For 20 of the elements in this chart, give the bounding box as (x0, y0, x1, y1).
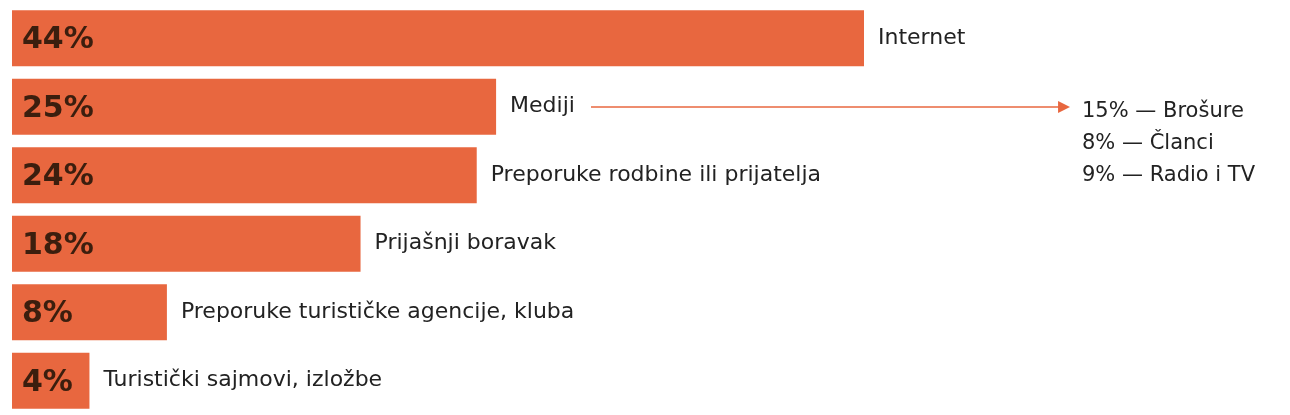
bar (12, 78, 497, 135)
data-label: 24% (22, 157, 94, 193)
data-label: 18% (22, 225, 94, 261)
y-tick-label: Turistički sajmovi, izložbe (102, 366, 383, 392)
data-label: 8% (22, 294, 73, 330)
bar (12, 147, 477, 204)
bar (12, 10, 864, 67)
text: 8% — Članci (1082, 128, 1215, 156)
text: 15% — Brošure (1082, 97, 1245, 124)
data-label: 4% (22, 362, 73, 398)
bar (12, 284, 167, 341)
bar (12, 215, 361, 272)
y-tick-label: Preporuke turističke agencije, kluba (180, 297, 575, 323)
y-tick-label: Internet (878, 23, 966, 49)
y-tick-label: Prijašnji boravak (374, 229, 557, 255)
text: 9% — Radio i TV (1082, 161, 1256, 188)
data-label: 44% (22, 20, 94, 56)
y-tick-label: Preporuke rodbine ili prijatelja (490, 160, 822, 186)
data-label: 25% (22, 88, 94, 124)
y-tick-label: Mediji (510, 92, 575, 118)
